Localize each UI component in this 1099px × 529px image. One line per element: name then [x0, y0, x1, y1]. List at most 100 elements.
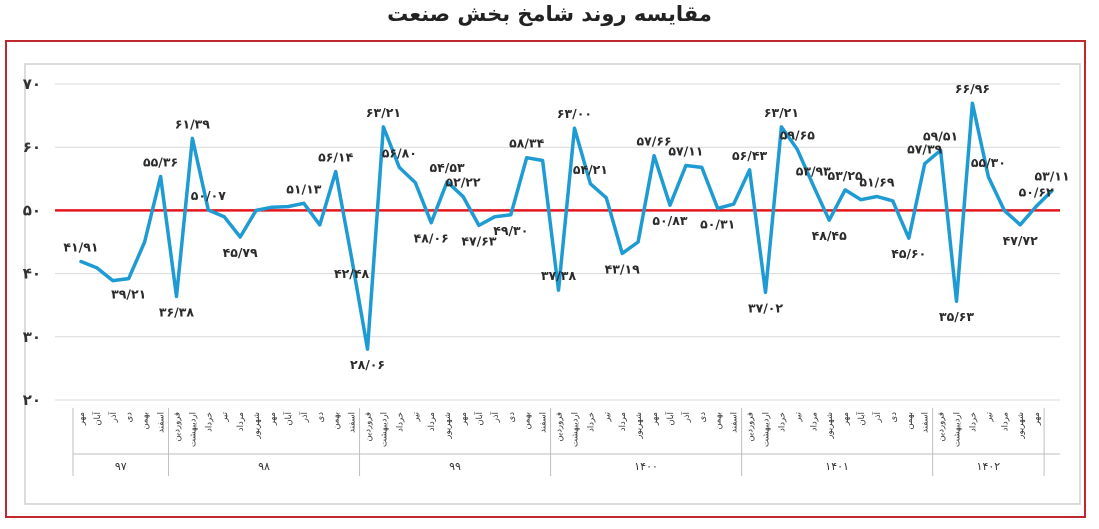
month-tick-label: مهر [1032, 412, 1042, 426]
data-label: ۴۹/۳۰ [493, 223, 528, 238]
month-tick-label: بهمن [523, 412, 533, 430]
month-tick-label: اسفند [730, 412, 740, 433]
month-tick-label: آذر [489, 411, 501, 423]
data-label: ۵۳/۲۵ [828, 168, 863, 183]
data-label: ۵۶/۸۰ [382, 145, 417, 160]
month-tick-label: بهمن [905, 412, 915, 430]
month-tick-label: مهر [268, 412, 278, 426]
data-label: ۵۷/۱۱ [668, 143, 703, 158]
data-label: ۵۷/۳۹ [907, 142, 942, 157]
year-group-label: ۱۴۰۱ [825, 460, 849, 473]
data-label: ۵۹/۵۱ [923, 128, 958, 143]
month-tick-label: دی [125, 412, 135, 423]
year-group-label: ۹۸ [258, 460, 270, 473]
data-label: ۴۲/۴۸ [334, 266, 369, 281]
data-label: ۳۵/۶۳ [939, 309, 974, 324]
month-tick-label: آذر [298, 411, 310, 423]
data-label: ۴۷/۶۳ [461, 233, 496, 248]
month-tick-label: شهریور [825, 412, 835, 440]
y-tick-label: ۳۰ [23, 328, 41, 346]
data-label: ۵۱/۶۹ [859, 174, 894, 189]
month-tick-label: آبان [91, 411, 103, 425]
month-tick-label: دی [889, 412, 899, 423]
data-label: ۴۷/۷۲ [1003, 233, 1038, 248]
month-tick-label: شهریور [252, 412, 262, 440]
data-label: ۵۹/۶۵ [780, 127, 815, 142]
month-tick-label: اسفند [921, 412, 931, 433]
month-tick-label: فروردین [555, 412, 565, 442]
data-label: ۴۸/۴۵ [812, 228, 847, 243]
month-tick-label: مرداد [427, 412, 437, 431]
month-tick-label: دی [316, 412, 326, 423]
month-tick-label: فروردین [746, 412, 756, 442]
year-group-label: ۱۴۰۰ [634, 460, 658, 473]
data-label: ۵۰/۰۷ [191, 188, 226, 203]
data-label: ۵۳/۱۱ [1034, 169, 1069, 184]
month-tick-label: تیر [793, 411, 803, 422]
data-label: ۵۸/۳۴ [509, 136, 544, 151]
month-tick-label: اسفند [157, 412, 167, 433]
month-tick-label: مرداد [236, 412, 246, 431]
year-group-label: ۱۴۰۲ [977, 460, 1001, 473]
data-label: ۶۳/۲۱ [764, 105, 799, 120]
month-tick-label: دی [698, 412, 708, 423]
month-tick-label: آذر [680, 411, 692, 423]
data-label: ۵۰/۳۱ [700, 216, 735, 231]
data-label: ۵۶/۴۳ [732, 148, 767, 163]
data-label: ۵۴/۵۳ [430, 160, 465, 175]
month-tick-label: اردیبهشت [570, 412, 580, 447]
data-label: ۶۱/۳۹ [175, 116, 210, 131]
y-tick-label: ۷۰ [23, 75, 41, 93]
month-tick-label: مهر [459, 412, 469, 426]
month-tick-label: آبان [664, 411, 676, 425]
month-tick-label: بهمن [332, 412, 342, 430]
month-tick-label: مرداد [1000, 412, 1010, 431]
data-label: ۵۱/۱۳ [286, 181, 321, 196]
data-label: ۴۵/۷۹ [223, 245, 258, 260]
year-group-label: ۹۹ [449, 460, 461, 473]
month-tick-label: مهر [841, 412, 851, 426]
data-label: ۴۳/۱۹ [605, 261, 640, 276]
data-label: ۵۶/۱۴ [318, 150, 353, 165]
data-label: ۶۳/۰۰ [557, 106, 592, 121]
month-tick-label: مرداد [618, 412, 628, 431]
data-label: ۳۶/۳۸ [159, 304, 194, 319]
data-label: ۵۰/۸۳ [652, 213, 687, 228]
data-label: ۵۲/۲۲ [445, 174, 480, 189]
month-tick-label: خرداد [777, 412, 787, 432]
month-tick-label: آبان [282, 411, 294, 425]
data-label: ۵۰/۶۲ [1019, 184, 1054, 199]
month-tick-label: اردیبهشت [761, 412, 771, 447]
month-tick-label: فروردین [172, 412, 182, 442]
y-tick-label: ۶۰ [23, 138, 41, 156]
line-chart: ۲۰ ۳۰ ۴۰ ۵۰ ۶۰ ۷۰ مهر آبان آذر دی بهمن اسفند ۹۷ فرورد… [23, 63, 1081, 505]
month-tick-label: شهریور [634, 412, 644, 440]
year-group-label: ۹۷ [115, 460, 127, 473]
y-tick-label: ۴۰ [23, 265, 41, 283]
month-tick-label: تیر [220, 411, 230, 422]
month-tick-label: اردیبهشت [188, 412, 198, 447]
data-label: ۴۱/۹۱ [63, 240, 98, 255]
data-label: ۳۷/۰۲ [748, 300, 783, 315]
y-tick-label: ۵۰ [23, 201, 41, 219]
data-label: ۵۳/۹۳ [796, 164, 831, 179]
month-tick-label: مرداد [809, 412, 819, 431]
month-tick-label: تیر [602, 411, 612, 422]
month-tick-label: دی [507, 412, 517, 423]
month-tick-label: اسفند [348, 412, 358, 433]
month-tick-label: مهر [650, 412, 660, 426]
month-tick-label: اسفند [539, 412, 549, 433]
month-tick-label: فروردین [937, 412, 947, 442]
month-tick-label: بهمن [714, 412, 724, 430]
data-label: ۳۹/۲۱ [111, 287, 146, 302]
month-tick-label: آذر [871, 411, 883, 423]
data-label: ۴۵/۶۰ [891, 246, 926, 261]
month-tick-label: شهریور [443, 412, 453, 440]
month-tick-label: خرداد [968, 412, 978, 432]
data-label: ۶۳/۲۱ [366, 105, 401, 120]
y-tick-label: ۲۰ [23, 391, 41, 409]
month-tick-label: خرداد [204, 412, 214, 432]
month-tick-label: تیر [984, 411, 994, 422]
data-label: ۲۸/۰۶ [350, 357, 385, 372]
series-line [79, 101, 1054, 351]
